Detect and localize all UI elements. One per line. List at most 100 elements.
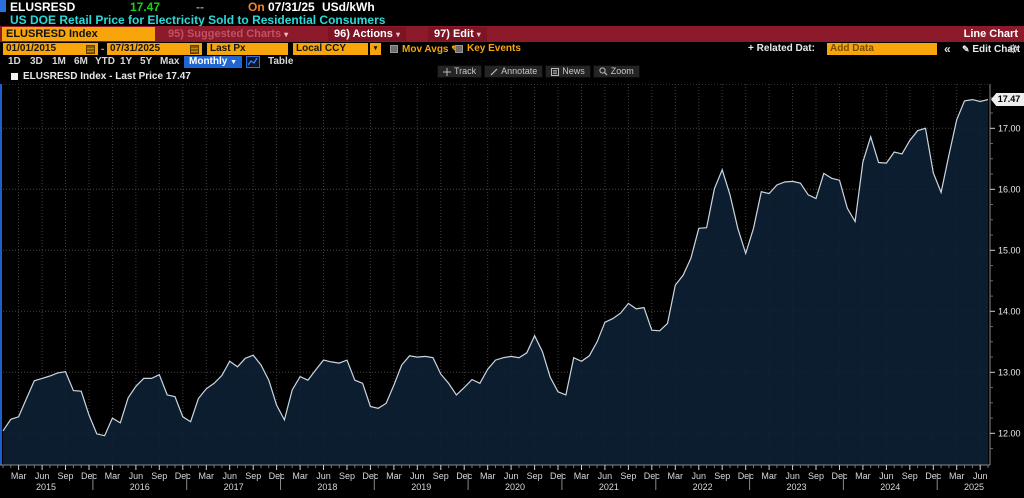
- svg-text:Dec: Dec: [269, 471, 286, 481]
- tab-1y[interactable]: 1Y: [120, 56, 133, 67]
- add-data-input[interactable]: Add Data: [827, 43, 937, 55]
- edit-chart-button[interactable]: ✎ Edit Chart: [962, 44, 1021, 55]
- period-dropdown[interactable]: Monthly ▼: [184, 56, 243, 68]
- mov-avgs-label[interactable]: Mov Avgs ✎: [402, 43, 459, 56]
- svg-text:Jun: Jun: [598, 471, 613, 481]
- actions-menu[interactable]: 96) Actions ▾: [328, 27, 406, 41]
- news-icon: [551, 67, 560, 76]
- svg-text:2025: 2025: [964, 482, 984, 492]
- menu-bar: ELUSRESD Index 95) Suggested Charts ▾ 96…: [0, 26, 1024, 42]
- tab-1m[interactable]: 1M: [52, 56, 66, 67]
- zoom-button[interactable]: Zoom: [592, 65, 640, 78]
- svg-text:17.00: 17.00: [998, 123, 1021, 133]
- svg-text:Dec: Dec: [644, 471, 661, 481]
- legend-label: ELUSRESD Index - Last Price 17.47: [23, 71, 191, 82]
- range-tab-bar: 1D 3D 1M 6M YTD 1Y 5Y Max Monthly ▼ Tabl…: [0, 56, 1024, 68]
- svg-text:Jun: Jun: [692, 471, 707, 481]
- tab-6m[interactable]: 6M: [74, 56, 88, 67]
- price-chart-canvas[interactable]: 12.00 13.00 14.00 15.00 16.00 17.00 Mar Jun Sep D…: [0, 84, 1024, 493]
- annotate-button[interactable]: Annotate: [484, 65, 544, 78]
- currency-input[interactable]: Local CCY: [293, 43, 368, 55]
- svg-text:Jun: Jun: [973, 471, 988, 481]
- svg-text:Jun: Jun: [35, 471, 50, 481]
- svg-text:Sep: Sep: [527, 471, 543, 481]
- table-button[interactable]: Table: [268, 56, 294, 67]
- chevron-down-icon: ▾: [284, 30, 289, 39]
- svg-text:16.00: 16.00: [998, 184, 1021, 194]
- svg-text:14.00: 14.00: [998, 306, 1021, 316]
- svg-text:2021: 2021: [599, 482, 619, 492]
- currency-dropdown-button[interactable]: ▾: [370, 43, 381, 55]
- svg-text:Mar: Mar: [855, 471, 871, 481]
- svg-text:Dec: Dec: [925, 471, 942, 481]
- svg-text:Jun: Jun: [222, 471, 237, 481]
- chevron-down-icon: ▾: [395, 30, 400, 39]
- key-events-checkbox[interactable]: [455, 45, 463, 53]
- chart-toolbar: Track Annotate News Zoom: [437, 65, 640, 78]
- svg-text:2023: 2023: [786, 482, 806, 492]
- svg-text:2019: 2019: [411, 482, 431, 492]
- tab-ytd[interactable]: YTD: [95, 56, 115, 67]
- chart-style-button[interactable]: [246, 56, 260, 68]
- price-field-input[interactable]: Last Px: [207, 43, 288, 55]
- svg-text:2016: 2016: [130, 482, 150, 492]
- pencil-icon: ✎: [962, 44, 970, 54]
- date-from-input[interactable]: 01/01/2015: [3, 43, 98, 55]
- svg-text:Sep: Sep: [151, 471, 167, 481]
- gear-icon[interactable]: ⚙: [1008, 42, 1019, 56]
- edit-menu[interactable]: 97) Edit ▾: [428, 27, 487, 41]
- tab-3d[interactable]: 3D: [30, 56, 43, 67]
- svg-text:Jun: Jun: [504, 471, 519, 481]
- line-chart-icon: [248, 58, 258, 66]
- svg-text:Mar: Mar: [761, 471, 777, 481]
- svg-text:Sep: Sep: [339, 471, 355, 481]
- tab-5y[interactable]: 5Y: [140, 56, 153, 67]
- svg-text:Jun: Jun: [879, 471, 894, 481]
- svg-text:Mar: Mar: [11, 471, 27, 481]
- svg-text:Sep: Sep: [620, 471, 636, 481]
- svg-text:2020: 2020: [505, 482, 525, 492]
- calendar-icon[interactable]: [190, 44, 199, 54]
- date-to-input[interactable]: 07/31/2025: [107, 43, 202, 55]
- svg-text:Sep: Sep: [433, 471, 449, 481]
- svg-text:2022: 2022: [693, 482, 713, 492]
- price-unit: USd/kWh: [322, 0, 375, 14]
- svg-text:Sep: Sep: [245, 471, 261, 481]
- collapse-panel-button[interactable]: «: [944, 42, 951, 56]
- mov-avgs-checkbox[interactable]: [390, 45, 398, 53]
- security-input[interactable]: ELUSRESD Index: [2, 27, 155, 41]
- svg-text:Mar: Mar: [292, 471, 308, 481]
- news-button[interactable]: News: [545, 65, 591, 78]
- svg-text:Sep: Sep: [714, 471, 730, 481]
- chart-type-label: Line Chart: [963, 28, 1018, 40]
- svg-text:Dec: Dec: [456, 471, 473, 481]
- svg-text:Mar: Mar: [386, 471, 402, 481]
- related-data-label: + Related Dat:: [748, 43, 815, 54]
- suggested-charts-menu[interactable]: 95) Suggested Charts ▾: [168, 28, 289, 40]
- svg-text:Mar: Mar: [105, 471, 121, 481]
- chart-legend: ELUSRESD Index - Last Price 17.47: [11, 71, 191, 82]
- change-value: --: [196, 0, 204, 14]
- chart-area[interactable]: 12.00 13.00 14.00 15.00 16.00 17.00 Mar Jun Sep D…: [0, 84, 1024, 493]
- calendar-icon[interactable]: [86, 44, 95, 54]
- chevron-down-icon: ▼: [230, 59, 238, 66]
- on-label: On: [248, 0, 265, 14]
- svg-text:15.00: 15.00: [998, 245, 1021, 255]
- tab-max[interactable]: Max: [160, 56, 180, 67]
- svg-text:Mar: Mar: [949, 471, 965, 481]
- security-header-row: ELUSRESD 17.47 -- On 07/31/25 USd/kWh: [0, 0, 1024, 14]
- key-events-label[interactable]: Key Events: [467, 43, 521, 54]
- svg-text:Dec: Dec: [550, 471, 567, 481]
- last-price-flag: 17.47: [991, 93, 1024, 106]
- track-button[interactable]: Track: [437, 65, 483, 78]
- svg-text:12.00: 12.00: [998, 428, 1021, 438]
- tab-1d[interactable]: 1D: [8, 56, 21, 67]
- svg-text:13.00: 13.00: [998, 367, 1021, 377]
- svg-text:Dec: Dec: [175, 471, 192, 481]
- svg-text:Mar: Mar: [480, 471, 496, 481]
- security-description: US DOE Retail Price for Electricity Sold…: [10, 13, 386, 27]
- svg-text:Mar: Mar: [574, 471, 590, 481]
- annotate-pencil-icon: [490, 68, 498, 75]
- svg-text:2017: 2017: [224, 482, 244, 492]
- svg-text:Dec: Dec: [362, 471, 379, 481]
